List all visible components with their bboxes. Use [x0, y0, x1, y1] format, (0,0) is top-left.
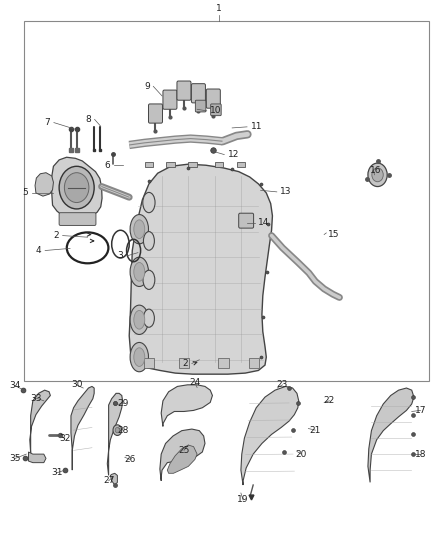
Text: 15: 15 — [328, 230, 339, 239]
FancyBboxPatch shape — [177, 81, 191, 100]
Text: 7: 7 — [45, 118, 50, 127]
Text: 35: 35 — [10, 454, 21, 463]
Ellipse shape — [143, 192, 155, 213]
Text: 16: 16 — [370, 166, 381, 175]
Text: 11: 11 — [251, 123, 262, 131]
Polygon shape — [167, 445, 197, 473]
Bar — [24, 21, 429, 381]
Circle shape — [372, 168, 383, 182]
Bar — [166, 162, 175, 167]
Text: 28: 28 — [118, 426, 129, 434]
Text: 33: 33 — [31, 394, 42, 402]
Text: 21: 21 — [310, 426, 321, 434]
Polygon shape — [160, 429, 205, 481]
FancyBboxPatch shape — [148, 104, 162, 123]
Ellipse shape — [144, 309, 154, 327]
Ellipse shape — [144, 231, 154, 250]
Bar — [145, 162, 153, 167]
Text: 30: 30 — [71, 381, 82, 389]
Bar — [218, 358, 229, 368]
Text: 26: 26 — [124, 455, 136, 464]
Ellipse shape — [130, 305, 148, 335]
FancyBboxPatch shape — [195, 100, 206, 112]
Ellipse shape — [134, 220, 145, 239]
Text: 25: 25 — [178, 446, 190, 455]
Text: 22: 22 — [324, 397, 335, 405]
FancyBboxPatch shape — [163, 90, 177, 109]
Text: 24: 24 — [189, 378, 201, 387]
Bar — [249, 358, 259, 368]
Text: 27: 27 — [103, 477, 114, 485]
Text: 4: 4 — [36, 246, 42, 255]
FancyBboxPatch shape — [206, 89, 220, 108]
Text: 32: 32 — [59, 434, 71, 442]
Text: 2: 2 — [53, 231, 59, 240]
Polygon shape — [52, 157, 102, 220]
Ellipse shape — [134, 348, 145, 367]
FancyBboxPatch shape — [211, 104, 221, 116]
Text: 18: 18 — [415, 450, 426, 458]
FancyBboxPatch shape — [191, 84, 205, 103]
Text: 9: 9 — [144, 82, 150, 91]
Ellipse shape — [130, 342, 148, 372]
Bar — [144, 358, 154, 368]
Ellipse shape — [130, 214, 148, 244]
Bar — [179, 358, 189, 368]
Text: 1: 1 — [216, 4, 222, 13]
Text: 6: 6 — [105, 161, 110, 169]
Text: 23: 23 — [277, 381, 288, 389]
Polygon shape — [30, 390, 50, 453]
Text: 8: 8 — [85, 115, 91, 124]
Text: 17: 17 — [415, 406, 426, 415]
Polygon shape — [71, 386, 94, 470]
Circle shape — [368, 163, 387, 187]
Ellipse shape — [143, 270, 155, 289]
Text: 10: 10 — [210, 107, 222, 115]
Ellipse shape — [130, 257, 148, 287]
Bar — [188, 162, 197, 167]
Circle shape — [59, 166, 94, 209]
Polygon shape — [161, 385, 212, 426]
Polygon shape — [35, 173, 53, 196]
Ellipse shape — [134, 310, 145, 329]
Text: 5: 5 — [23, 189, 28, 197]
Text: 19: 19 — [237, 496, 249, 504]
Text: 3: 3 — [118, 252, 124, 260]
Text: 29: 29 — [118, 399, 129, 408]
Text: 20: 20 — [296, 450, 307, 458]
Bar — [215, 162, 223, 167]
Polygon shape — [110, 473, 117, 485]
Ellipse shape — [134, 263, 145, 281]
Circle shape — [64, 173, 89, 203]
FancyBboxPatch shape — [59, 213, 96, 225]
Text: 31: 31 — [51, 469, 63, 477]
Text: 13: 13 — [280, 188, 292, 196]
Text: 14: 14 — [258, 219, 270, 227]
Circle shape — [113, 425, 122, 435]
Text: 2: 2 — [183, 359, 188, 368]
Polygon shape — [107, 393, 123, 475]
Polygon shape — [129, 164, 272, 374]
Polygon shape — [241, 386, 299, 485]
Text: 12: 12 — [228, 150, 239, 159]
Circle shape — [115, 427, 120, 433]
Polygon shape — [368, 388, 414, 482]
Polygon shape — [28, 452, 46, 463]
Bar — [237, 162, 245, 167]
FancyBboxPatch shape — [239, 213, 254, 228]
Text: 34: 34 — [10, 382, 21, 390]
